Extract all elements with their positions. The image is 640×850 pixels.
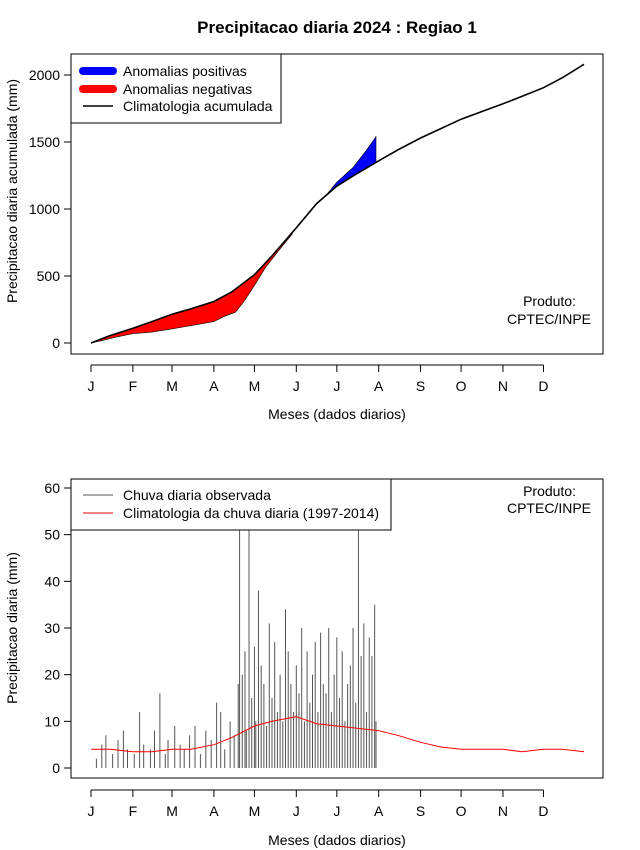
top-x-tick-label: A [209,378,219,394]
bottom-y-tick-label: 40 [44,573,60,589]
bottom-x-tick-label: D [538,803,548,819]
top-x-tick-label: F [129,378,138,394]
bottom-y-tick-label: 30 [44,620,60,636]
top-y-axis: 0 500 1000 1500 2000 [29,67,72,351]
top-x-tick-label: J [88,378,95,394]
product-source: CPTEC/INPE [507,311,591,327]
bottom-x-tick-label: J [88,803,95,819]
top-y-tick-label: 0 [52,335,60,351]
top-x-tick-label: M [166,378,178,394]
bottom-x-tick-label: M [166,803,178,819]
top-x-tick-label: J [293,378,300,394]
top-x-tick-label: S [416,378,425,394]
bottom-product-annotation: Produto: CPTEC/INPE [507,483,591,516]
bottom-y-axis-label: Precipitacao diaria (mm) [4,552,20,704]
bottom-x-tick-label: J [293,803,300,819]
daily-rain-bars [95,525,377,768]
top-x-tick-label: N [498,378,508,394]
top-legend: Anomalias positivas Anomalias negativas … [70,53,282,124]
top-x-tick-label: J [333,378,340,394]
bottom-y-tick-label: 60 [44,480,60,496]
top-x-tick-label: D [538,378,548,394]
top-plot-data [90,63,585,344]
bottom-x-tick-label: S [416,803,425,819]
legend-label-daily-climatology: Climatologia da chuva diaria (1997-2014) [123,505,379,521]
bottom-panel: 0 10 20 30 40 50 60 J F M A M J J A S O N D Precipitacao … [4,478,604,848]
bottom-x-tick-label: N [498,803,508,819]
legend-label-negative: Anomalias negativas [123,81,252,97]
climatology-cumulative-line [90,63,585,344]
chart-title: Precipitacao diaria 2024 : Regiao 1 [197,18,477,37]
top-y-tick-label: 1500 [29,134,60,150]
bottom-y-tick-label: 50 [44,527,60,543]
bottom-x-tick-label: M [249,803,261,819]
bottom-y-tick-label: 20 [44,667,60,683]
bottom-x-axis-label: Meses (dados diarios) [268,832,406,848]
top-x-tick-label: A [374,378,384,394]
top-x-tick-label: M [249,378,261,394]
bottom-legend-box [70,478,392,531]
top-y-tick-label: 500 [37,268,61,284]
legend-label-observed: Chuva diaria observada [123,487,271,503]
product-source: CPTEC/INPE [507,500,591,516]
product-label: Produto: [523,293,576,309]
product-label: Produto: [523,483,576,499]
bottom-x-tick-label: F [129,803,138,819]
bottom-legend: Chuva diaria observada Climatologia da c… [70,478,392,531]
negative-anomaly-area [90,231,293,344]
bottom-x-tick-label: A [209,803,219,819]
bottom-y-tick-label: 10 [44,713,60,729]
legend-label-positive: Anomalias positivas [123,63,247,79]
daily-climatology-line [91,716,585,753]
bottom-x-tick-label: J [333,803,340,819]
top-product-annotation: Produto: CPTEC/INPE [507,293,591,327]
legend-label-climatology: Climatologia acumulada [123,98,273,114]
top-x-tick-label: O [456,378,467,394]
bottom-y-tick-label: 0 [52,760,60,776]
top-y-tick-label: 2000 [29,67,60,83]
top-panel: Precipitacao diaria 2024 : Regiao 1 0 500… [4,18,604,422]
bottom-x-tick-label: O [456,803,467,819]
bottom-x-tick-label: A [374,803,384,819]
bottom-y-axis: 0 10 20 30 40 50 60 [44,480,72,776]
top-y-tick-label: 1000 [29,201,60,217]
top-x-axis-label: Meses (dados diarios) [268,406,406,422]
top-y-axis-label: Precipitacao diaria acumulada (mm) [4,79,20,303]
